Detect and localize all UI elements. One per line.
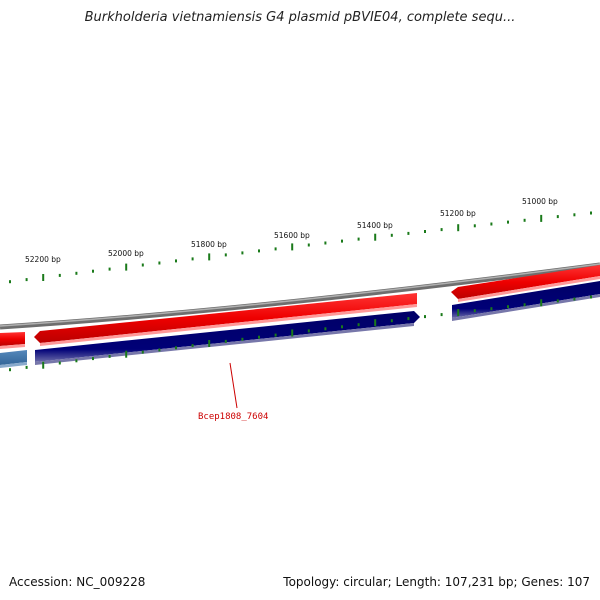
gene-reverse-left-underline	[0, 362, 27, 368]
tick-label-52000: 52000 bp	[108, 249, 144, 258]
gene-forward-middle-underline	[40, 304, 417, 346]
gene-reverse-right-underline	[452, 294, 600, 321]
plasmid-backbone-highlight	[0, 263, 600, 327]
gene-label[interactable]: Bcep1808_7604	[198, 412, 268, 422]
tick-label-51000: 51000 bp	[522, 197, 558, 206]
outer-scale-ticks	[9, 211, 592, 284]
map-title: Burkholderia vietnamiensis G4 plasmid pB…	[84, 10, 516, 25]
inner-scale-ticks	[9, 295, 592, 372]
tick-label-51600: 51600 bp	[274, 231, 310, 240]
gene-reverse-middle-underline	[35, 323, 414, 365]
forward-strand-genes	[0, 265, 600, 349]
reverse-strand-genes	[0, 281, 600, 368]
sequence-summary: Topology: circular; Length: 107,231 bp; …	[283, 575, 590, 589]
plasmid-backbone	[0, 262, 600, 330]
gene-forward-middle[interactable]	[34, 293, 417, 343]
gene-forward-right[interactable]	[451, 265, 600, 299]
gene-forward-left-underline	[0, 344, 25, 349]
gene-forward-right-underline	[458, 276, 600, 302]
tick-label-51200: 51200 bp	[440, 209, 476, 218]
tick-label-52200: 52200 bp	[25, 255, 61, 264]
accession-text: Accession: NC_009228	[9, 575, 146, 589]
gene-label-leader	[229, 362, 238, 409]
gene-reverse-right[interactable]	[452, 281, 600, 318]
tick-labels: 51000 bp 51200 bp 51400 bp 51600 bp 5180…	[25, 197, 558, 264]
tick-label-51400: 51400 bp	[357, 221, 393, 230]
gene-forward-left[interactable]	[0, 332, 25, 346]
tick-label-51800: 51800 bp	[191, 240, 227, 249]
gene-reverse-left[interactable]	[0, 350, 27, 365]
gene-reverse-middle[interactable]	[35, 311, 420, 362]
